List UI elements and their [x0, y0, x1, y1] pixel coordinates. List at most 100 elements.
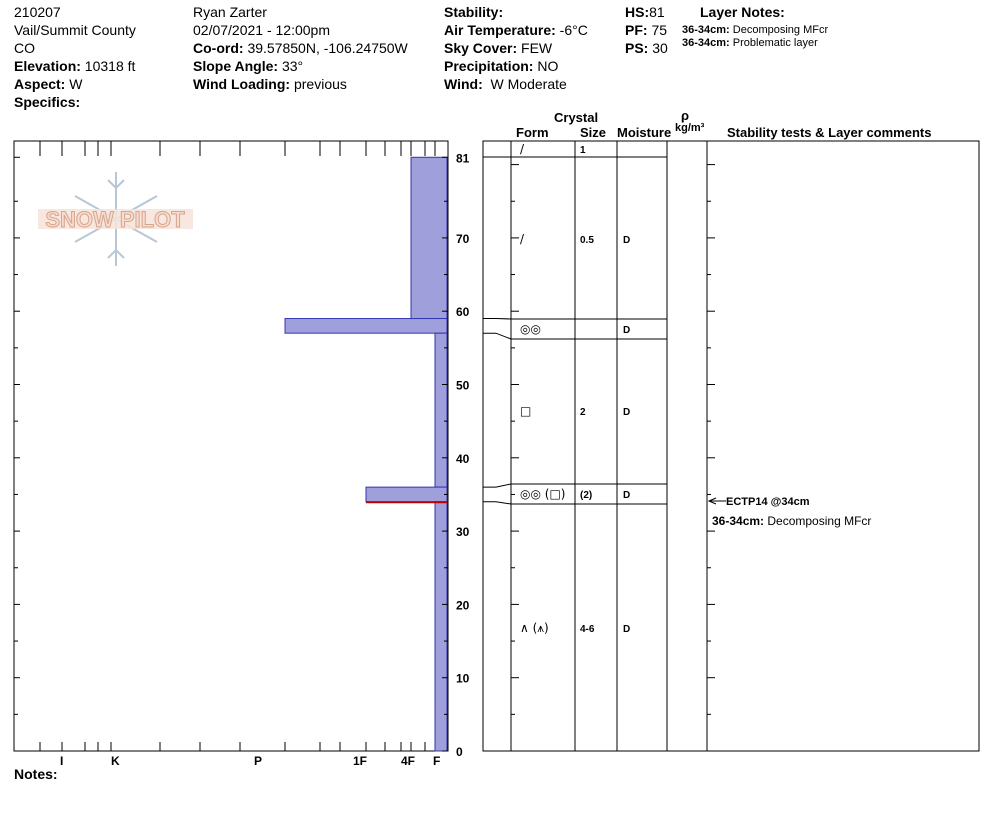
layer-note-text: Decomposing MFcr — [732, 24, 829, 36]
wind-loading: Wind Loading: previous — [193, 76, 347, 93]
wind-loading-label: Wind Loading: — [193, 76, 291, 92]
crystal-form: / — [520, 232, 525, 246]
hardness-layer-bar — [410, 156, 448, 320]
crystal-size: (2) — [580, 490, 592, 501]
rho-header: ρ — [681, 108, 690, 123]
precipitation: Precipitation: NO — [444, 58, 558, 75]
layer-connector — [483, 501, 512, 505]
elevation: Elevation: 10318 ft — [14, 58, 135, 75]
location: Vail/Summit County — [14, 22, 136, 38]
crystal-form: □ — [520, 404, 531, 418]
moisture-value: D — [623, 235, 630, 246]
density-unit-header: kg/m³ — [675, 122, 705, 134]
coord-label: Co-ord: — [193, 40, 244, 56]
wind-value: W Moderate — [490, 76, 567, 92]
form-header: Form — [516, 125, 549, 140]
hs: HS:81 — [625, 4, 665, 21]
y-tick-label: 60 — [456, 305, 470, 319]
hardness-layer-bar — [434, 501, 448, 752]
layer-notes-title: Layer Notes: — [700, 4, 785, 20]
y-tick-label: 20 — [456, 598, 470, 612]
pf: PF: 75 — [625, 22, 667, 39]
stability-header: Stability tests & Layer comments — [727, 125, 932, 140]
moisture-value: D — [623, 624, 630, 635]
stability-comment-text: Decomposing MFcr — [767, 514, 872, 528]
y-tick-label: 10 — [456, 672, 470, 686]
sky-cover: Sky Cover: FEW — [444, 40, 552, 57]
stability-comment: 36-34cm: Decomposing MFcr — [712, 515, 871, 528]
notes-label: Notes: — [14, 766, 58, 782]
aspect-label: Aspect: — [14, 76, 66, 92]
moisture-header: Moisture — [617, 125, 672, 140]
crystal-form: ◎◎ (□) — [520, 487, 565, 501]
moisture-value: D — [623, 490, 630, 501]
state: CO — [14, 40, 35, 56]
snowpilot-logo: SNOW PILOT — [38, 172, 193, 266]
layer-note-range: 36-34cm: — [682, 24, 730, 36]
moisture-value: D — [623, 325, 630, 336]
coord-value: 39.57850N, -106.24750W — [247, 40, 408, 56]
slope-angle: Slope Angle: 33° — [193, 58, 303, 75]
hardness-label: F — [433, 754, 440, 768]
stability-test-label: ECTP14 @34cm — [726, 496, 810, 508]
precip-label: Precipitation: — [444, 58, 534, 74]
crystal-header: Crystal — [554, 110, 599, 125]
y-tick-label: 50 — [456, 379, 470, 393]
aspect-value: W — [69, 76, 83, 92]
stability-comment-range: 36-34cm: — [712, 514, 765, 528]
wind-label: Wind: — [444, 76, 483, 92]
observer: Ryan Zarter — [193, 4, 267, 20]
hardness-label: I — [60, 754, 63, 768]
arrowhead-icon — [707, 497, 717, 505]
air-temperature: Air Temperature: -6°C — [444, 22, 588, 39]
precip-value: NO — [537, 58, 559, 74]
pf-label: PF: — [625, 22, 648, 38]
size-header: Size — [580, 125, 607, 140]
layer-note-text: Problematic layer — [732, 37, 818, 49]
logo-text: SNOW PILOT — [45, 207, 185, 232]
coordinates: Co-ord: 39.57850N, -106.24750W — [193, 40, 408, 57]
hardness-label: 4F — [401, 754, 415, 768]
specifics-label: Specifics: — [14, 94, 81, 110]
crystal-size: 2 — [580, 407, 586, 418]
ps: PS: 30 — [625, 40, 668, 57]
hardness-layer-bar — [284, 318, 448, 334]
crystal-size: 1 — [580, 145, 586, 156]
air-temp-label: Air Temperature: — [444, 22, 556, 38]
y-tick-label: 30 — [456, 525, 470, 539]
hardness-layer-bar — [434, 332, 448, 488]
layer-note: 36-34cm: Problematic layer — [682, 37, 818, 50]
ps-value: 30 — [652, 40, 668, 56]
ps-label: PS: — [625, 40, 649, 56]
crystal-form: ◎◎ — [520, 322, 541, 336]
hardness-label: K — [111, 754, 120, 768]
layer-table-frame — [482, 140, 980, 752]
datetime: 02/07/2021 - 12:00pm — [193, 22, 330, 38]
wind: Wind: W Moderate — [444, 76, 567, 93]
slope-value: 33° — [281, 58, 304, 74]
pit-id: 210207 — [14, 4, 61, 20]
y-tick-label: 40 — [456, 452, 470, 466]
sky-label: Sky Cover: — [444, 40, 518, 56]
stability-label: Stability: — [444, 4, 504, 20]
layer-connector — [483, 332, 512, 340]
crystal-size: 4-6 — [580, 624, 595, 635]
crystal-form: ∧ (⩚) — [520, 621, 549, 635]
hs-value: 81 — [649, 4, 665, 20]
hs-label: HS: — [625, 4, 650, 20]
pf-value: 75 — [651, 22, 668, 38]
y-tick-label: 81 — [456, 151, 470, 165]
sky-value: FEW — [521, 40, 553, 56]
y-tick-label: 0 — [456, 745, 463, 759]
crystal-form: / — [520, 142, 525, 156]
layer-note-range: 36-34cm: — [682, 37, 730, 49]
hardness-layer-bar — [365, 486, 448, 503]
hardness-label: P — [254, 754, 262, 768]
moisture-value: D — [623, 407, 630, 418]
y-tick-label: 70 — [456, 232, 470, 246]
wind-loading-value: previous — [293, 76, 347, 92]
crystal-size: 0.5 — [580, 235, 594, 246]
hardness-label: 1F — [353, 754, 367, 768]
slope-label: Slope Angle: — [193, 58, 279, 74]
